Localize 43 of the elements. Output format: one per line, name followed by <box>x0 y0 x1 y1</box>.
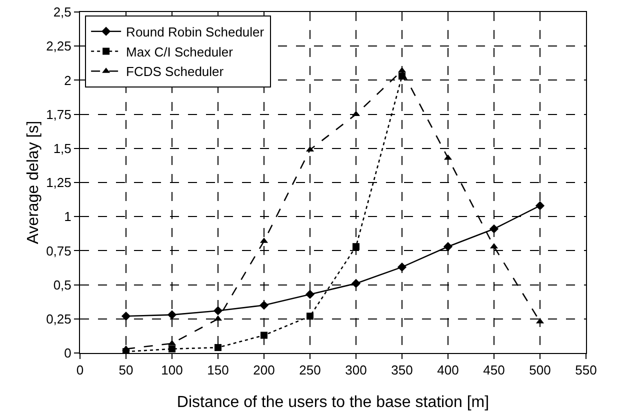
y-tick-label: 0,75 <box>46 243 72 258</box>
x-tick-label: 500 <box>529 362 551 378</box>
point <box>168 345 176 352</box>
y-tick-label: 0,5 <box>53 277 72 292</box>
legend-label: Max C/I Scheduler <box>126 44 234 60</box>
x-tick-label: 100 <box>161 362 183 378</box>
x-tick-label: 350 <box>391 362 413 378</box>
point <box>351 278 361 288</box>
y-tick-label: 0,25 <box>46 311 72 326</box>
point <box>260 332 268 339</box>
x-tick-label: 50 <box>118 362 134 378</box>
point <box>397 262 407 272</box>
point <box>167 310 177 320</box>
x-tick-label: 0 <box>76 362 84 378</box>
point <box>489 224 499 234</box>
point <box>213 306 223 316</box>
x-tick-label: 400 <box>437 362 459 378</box>
point <box>443 242 453 252</box>
x-tick-label: 200 <box>253 362 275 378</box>
point <box>306 312 314 320</box>
y-tick-label: 0 <box>64 346 72 361</box>
point <box>305 290 315 299</box>
x-tick-label: 450 <box>483 362 505 378</box>
legend-label: FCDS Scheduler <box>126 64 224 80</box>
point <box>121 312 131 321</box>
y-axis-title: Average delay [s] <box>25 120 42 244</box>
y-tick-label: 1,75 <box>46 106 72 122</box>
y-tick-label: 1,25 <box>46 175 72 190</box>
x-axis-title: Distance of the users to the base station [m] <box>176 394 490 411</box>
x-tick-label: 550 <box>575 362 597 378</box>
x-tick-label: 300 <box>345 362 367 378</box>
x-tick-label: 250 <box>299 362 321 378</box>
point <box>259 300 269 310</box>
y-tick-label: 2 <box>64 72 72 88</box>
legend-label: Round Robin Scheduler <box>126 24 265 40</box>
x-tick-label: 150 <box>207 362 229 378</box>
point <box>535 201 545 210</box>
point <box>214 344 222 352</box>
y-tick-label: 2,25 <box>46 38 72 54</box>
y-tick-label: 1 <box>64 209 72 224</box>
y-tick-label: 1,5 <box>53 140 72 156</box>
y-tick-label: 2,5 <box>53 4 72 20</box>
point <box>352 243 360 250</box>
